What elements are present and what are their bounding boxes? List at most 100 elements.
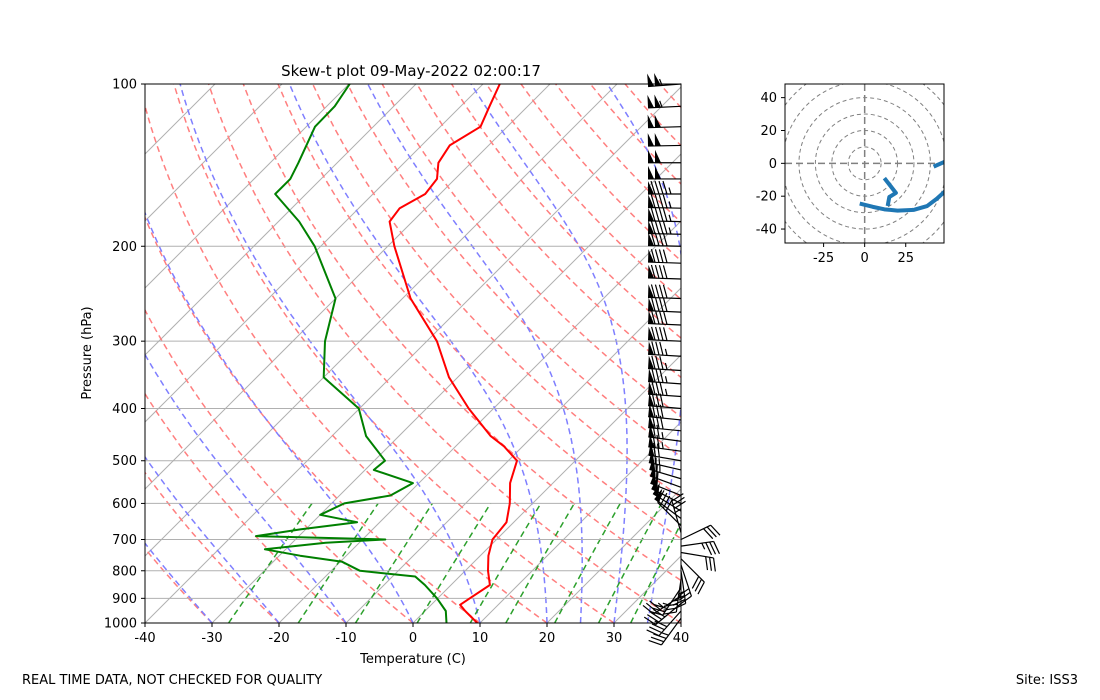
barb-flag <box>648 355 655 369</box>
temperature-profile <box>388 84 518 623</box>
barb-staff <box>648 297 682 313</box>
hodograph-y-tick-label: -20 <box>756 190 777 205</box>
barb-staff <box>643 603 682 626</box>
wind-barb <box>680 540 721 556</box>
isotherm-line <box>211 153 681 623</box>
dry-adiabat-line <box>145 471 280 623</box>
hodograph-ring <box>814 113 915 214</box>
barb-staff <box>647 207 682 223</box>
wind-barb <box>680 524 721 541</box>
wind-barb <box>677 564 693 605</box>
wind-barb <box>648 326 682 342</box>
moist-adiabat-line <box>470 84 628 623</box>
barb-flag <box>648 381 655 395</box>
barb-staff <box>657 490 682 527</box>
barb-flag <box>648 326 655 340</box>
moist-adiabat-line <box>145 542 213 623</box>
barb-staff <box>671 493 686 533</box>
moist-adiabat-line <box>145 455 280 623</box>
y-tick-label: 300 <box>112 335 137 350</box>
isotherm-line <box>680 622 681 623</box>
dry-adiabat-line <box>312 84 681 499</box>
barb-staff <box>647 264 682 280</box>
wind-barb <box>648 310 682 326</box>
wind-barb <box>648 297 682 313</box>
barb-flag <box>648 264 655 279</box>
wind-barb <box>647 207 682 223</box>
y-tick-label: 800 <box>112 564 137 579</box>
dry-adiabat-line <box>242 84 681 582</box>
hodograph-axes: 40 20 0 -20 -40 -25 0 25 <box>756 91 914 266</box>
barb-flag <box>648 423 655 438</box>
dry-adiabat-line <box>277 84 681 540</box>
x-tick-label: 40 <box>673 631 690 646</box>
wind-barb <box>648 355 682 372</box>
barb-staff <box>648 617 682 646</box>
barb-flag <box>648 284 655 298</box>
isotherm-line <box>145 84 283 222</box>
barb-staff <box>647 220 682 235</box>
hodograph-x-tick-label: 25 <box>897 251 914 266</box>
wind-barb <box>648 392 682 410</box>
x-tick-label: -30 <box>201 631 222 646</box>
moist-adiabat-line <box>145 210 414 623</box>
dry-adiabat-line <box>764 84 1100 623</box>
wind-barb <box>647 194 682 209</box>
barb-flag <box>647 94 662 108</box>
wind-barb <box>647 284 682 300</box>
isotherm-line <box>412 354 681 623</box>
x-tick-label: 0 <box>409 631 417 646</box>
moist-adiabat-line <box>179 84 481 623</box>
site-label: Site: ISS3 <box>1015 673 1078 688</box>
wind-barb <box>647 114 682 129</box>
dry-adiabat-line <box>145 308 414 623</box>
barb-staff <box>648 355 682 372</box>
barb-flag <box>648 249 655 263</box>
x-tick-label: 30 <box>606 631 623 646</box>
barb-staff <box>648 326 682 342</box>
barb-flag <box>651 477 658 492</box>
skewt-background-lines <box>145 84 1100 623</box>
barb-staff <box>680 558 705 595</box>
y-tick-label: 100 <box>112 78 137 93</box>
barb-flag <box>648 181 654 195</box>
dry-adiabat-line <box>416 84 681 379</box>
wind-barb <box>671 493 686 533</box>
barb-flag <box>648 207 655 222</box>
wind-barb <box>648 180 681 195</box>
barb-flag <box>648 165 661 179</box>
dry-adiabat-line <box>145 392 347 623</box>
barb-staff <box>648 414 682 432</box>
barb-flag <box>648 433 655 448</box>
wind-barb <box>648 368 682 385</box>
dry-adiabat-line <box>555 84 681 224</box>
hodograph-trace <box>859 159 944 213</box>
barb-staff <box>671 570 687 610</box>
isotherm-line <box>145 84 618 557</box>
wind-barb <box>648 423 682 442</box>
barb-staff <box>647 249 682 264</box>
x-tick-label: -40 <box>134 631 155 646</box>
wind-barb <box>648 341 682 357</box>
dry-adiabat-line <box>450 84 681 340</box>
moist-adiabat-line <box>367 84 583 623</box>
wind-barb <box>647 264 682 280</box>
isotherm-line <box>145 84 551 490</box>
y-tick-label: 400 <box>112 402 137 417</box>
wind-barb <box>648 381 682 398</box>
wind-barb <box>680 551 716 572</box>
barb-staff <box>680 551 716 572</box>
barb-flag <box>647 114 662 128</box>
hodograph-x-tick-label: 0 <box>861 251 869 266</box>
barb-flag <box>648 341 655 355</box>
barb-flag <box>652 482 660 497</box>
dry-adiabat-line <box>145 215 481 623</box>
wind-barb <box>643 603 682 626</box>
barb-staff <box>648 310 682 326</box>
y-tick-label: 600 <box>112 497 137 512</box>
barb-staff <box>648 434 682 452</box>
barb-staff <box>648 368 682 385</box>
isotherm-line <box>546 488 681 623</box>
wind-barb <box>647 249 682 264</box>
